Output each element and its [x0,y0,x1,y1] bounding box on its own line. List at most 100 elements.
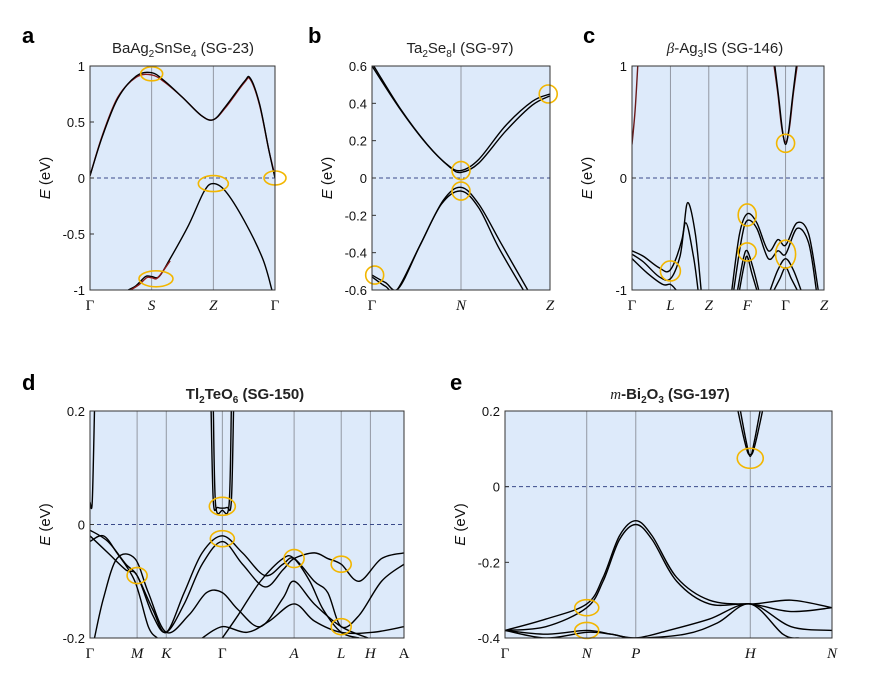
band-b-b3 [372,186,529,290]
band-e-e2 [739,411,761,458]
plot-area-c: Γ L Z F Γ Z 1 0 -1 E (eV) [579,59,829,314]
kpoint-label-d-6: H [364,646,377,662]
ytick-label-d-2: -0.2 [63,631,85,646]
band-e-e1 [737,411,764,456]
band-b-b2 [373,66,550,174]
panel-d: d Tl2TeO6 (SG-150) Γ M K Γ A L H A 0.2 0 -0.2 E (eV… [22,370,410,662]
plot-area-e: Γ N P H N 0.2 0 -0.2 -0.4 E (eV) [452,404,838,662]
kpoint-label-d-2: K [160,646,172,662]
kpoint-label-d-3: Γ [218,646,227,662]
ytick-label-e-0: 0.2 [482,404,500,419]
ylabel-c: E (eV) [579,157,596,200]
band-e-e5 [505,603,832,638]
panel-letter-d: d [22,370,35,395]
ytick-label-a-3: -0.5 [63,227,85,242]
highlight-circle-a-1 [197,174,230,193]
ytick-label-a-1: 0.5 [67,115,85,130]
panel-e: e m-Bi2O3 (SG-197) Γ N P H N 0.2 0 -0.2 -0.4 E (e… [450,370,838,662]
kpoint-label-e-2: P [630,646,640,662]
highlight-circle-c-3 [659,260,682,282]
title-c: β-Ag3IS (SG-146) [666,40,783,60]
plot-area-d: Γ M K Γ A L H A 0.2 0 -0.2 E (eV) [37,404,410,662]
band-e-e6 [505,603,800,638]
band-d-d1 [90,411,96,510]
kpoint-label-a-3: Γ [271,298,280,314]
plot-area-a: Γ S Z Γ 1 0.5 0 -0.5 -1 E (eV) [37,59,287,314]
highlight-circle-d-0 [208,496,237,517]
band-c-c8 [733,219,818,290]
ylabel-b: E (eV) [319,157,336,200]
panel-c: c β-Ag3IS (SG-146) Γ L Z F Γ Z 1 0 -1 E (eV) [579,23,829,314]
panel-b: b Ta2Se8I (SG-97) Γ N Z 0.6 0.4 0.2 0 -0.2 -0.4 -… [308,23,559,314]
kpoint-label-b-1: N [455,298,467,314]
panel-letter-c: c [583,23,595,48]
highlight-circle-d-1 [209,529,236,548]
highlight-circle-c-0 [775,133,796,154]
ytick-label-e-2: -0.2 [478,555,500,570]
highlight-circle-c-4 [774,239,797,269]
highlight-circle-b-0 [364,265,385,285]
title-a: BaAg2SnSe4 (SG-23) [112,40,254,60]
ytick-label-a-4: -1 [73,283,85,298]
ytick-label-a-2: 0 [78,171,85,186]
ylabel-d: E (eV) [37,503,54,546]
highlight-circle-c-1 [737,203,758,227]
kpoint-label-a-0: Γ [86,298,95,314]
ytick-label-b-5: -0.4 [345,246,367,261]
kpoint-label-c-2: Z [705,298,714,314]
band-d-d5 [90,535,404,634]
kpoint-label-e-1: N [581,646,593,662]
band-c-c7 [731,212,819,290]
band-c-c10 [738,255,758,290]
highlight-circle-d-4 [330,555,353,574]
panel-letter-e: e [450,370,462,395]
ytick-label-d-0: 0.2 [67,404,85,419]
title-d: Tl2TeO6 (SG-150) [186,386,304,406]
band-a-band3 [127,182,273,290]
band-c-c3 [774,66,798,146]
kpoint-label-c-3: F [742,298,753,314]
highlight-circle-d-3 [283,548,305,569]
title-b: Ta2Se8I (SG-97) [406,40,513,60]
band-c-c4 [632,201,702,290]
title-e: m-Bi2O3 (SG-197) [610,386,730,406]
band-d-d7 [93,553,369,638]
band-a-band2 [90,71,275,179]
band-c-c6 [632,258,677,290]
kpoint-label-c-0: Γ [628,298,637,314]
plot-background-e [505,411,832,638]
ytick-label-e-1: 0 [493,480,500,495]
band-d-d2 [210,411,235,512]
highlight-circle-a-0 [139,66,164,82]
ytick-label-c-0: 1 [620,59,627,74]
panel-letter-b: b [308,23,321,48]
kpoint-label-a-2: Z [209,298,218,314]
ytick-label-c-2: -1 [615,283,627,298]
highlight-circle-d-2 [126,566,148,585]
ytick-label-b-3: 0 [360,171,367,186]
kpoint-label-d-4: A [289,646,300,662]
highlight-circle-a-3 [138,269,174,288]
panel-letter-a: a [22,23,35,48]
band-c-c9 [736,249,760,290]
band-c-c5 [632,222,699,290]
plot-frame-e [504,410,833,639]
band-a-band4 [130,260,171,290]
band-c-c11 [769,257,802,290]
ytick-label-b-6: -0.6 [345,283,367,298]
band-d-d6 [90,534,158,638]
panel-a: a BaAg2SnSe4 (SG-23) Γ S Z Γ 1 0.5 0 -0.5 -1 E (e… [22,23,287,314]
ytick-label-d-1: 0 [78,518,85,533]
kpoint-label-d-7: A [399,646,410,662]
ytick-label-b-4: -0.2 [345,208,367,223]
ytick-label-b-1: 0.4 [349,96,367,111]
band-d-d9 [221,555,360,638]
kpoint-label-b-0: Γ [368,298,377,314]
band-c-c1 [632,66,639,145]
highlight-circle-b-2 [451,181,471,201]
ytick-label-b-2: 0.2 [349,134,367,149]
kpoint-label-d-5: L [336,646,345,662]
kpoint-label-b-2: Z [546,298,555,314]
highlight-circle-c-2 [737,242,758,262]
